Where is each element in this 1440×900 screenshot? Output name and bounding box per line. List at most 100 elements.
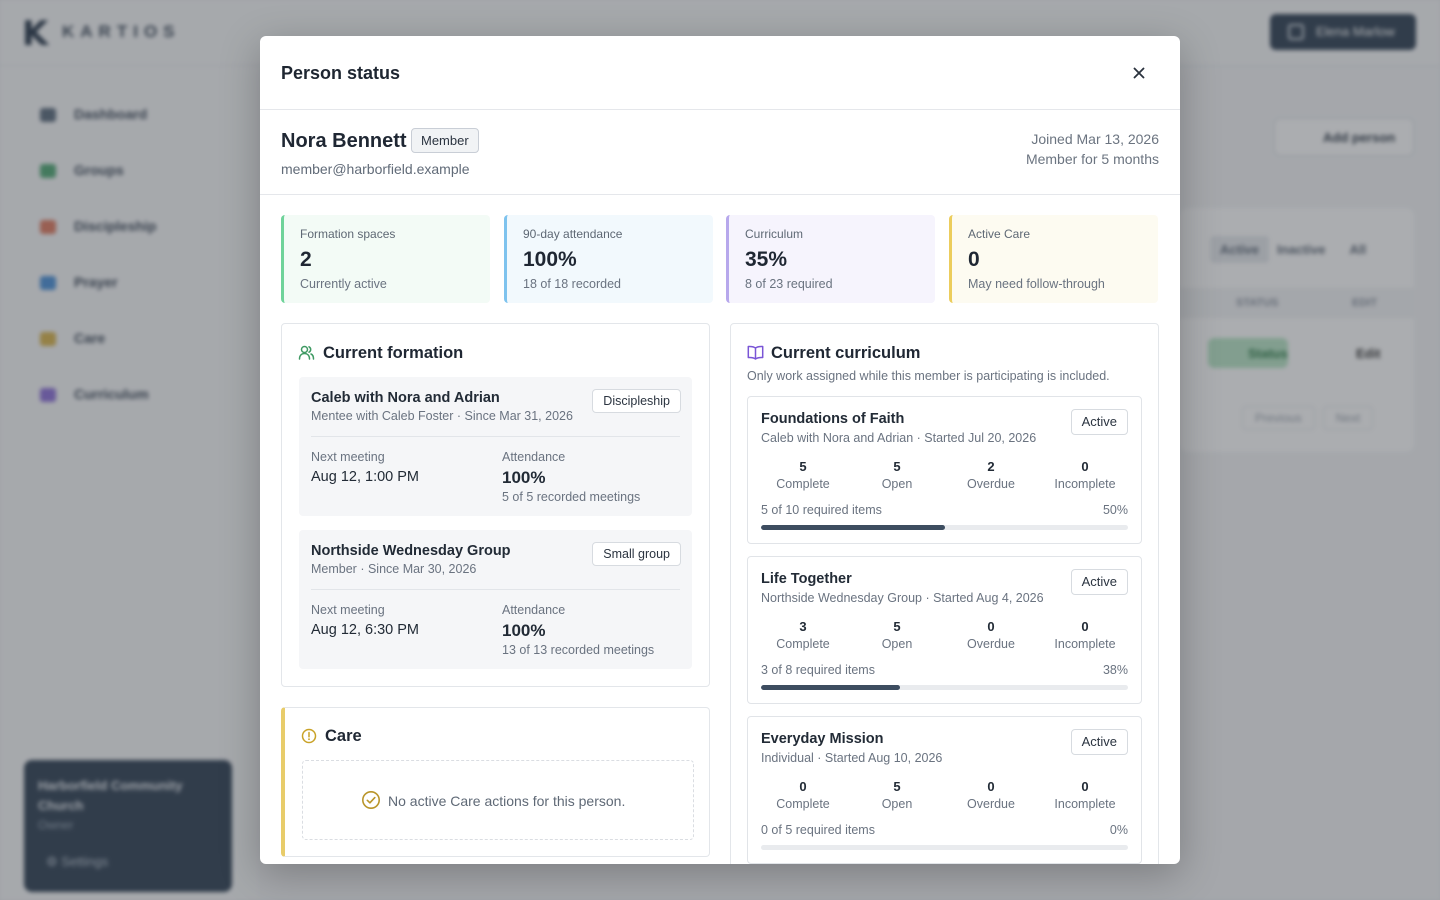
care-empty-message: No active Care actions for this person.	[388, 793, 626, 809]
curriculum-item: Life Together Northside Wednesday Group …	[747, 556, 1142, 704]
count-complete: 5 Complete	[756, 459, 850, 491]
tab-all[interactable]: All	[1349, 242, 1367, 257]
curriculum-subtitle: Individual · Started Aug 10, 2026	[761, 751, 943, 765]
curriculum-name: Foundations of Faith	[761, 411, 905, 427]
count-open: 5 Open	[850, 459, 944, 491]
care-icon	[40, 332, 56, 346]
count-overdue: 0 Overdue	[944, 619, 1038, 651]
next-meeting-label: Next meeting	[311, 603, 385, 617]
count-incomplete: 0 Incomplete	[1038, 619, 1132, 651]
progress-bar	[761, 525, 1128, 530]
required-items-text: 3 of 8 required items	[761, 663, 875, 677]
modal-title: Person status	[281, 63, 401, 83]
divider	[311, 589, 680, 590]
stat-subtext: Currently active	[300, 277, 387, 291]
count-complete: 3 Complete	[756, 619, 850, 651]
stat-subtext: May need follow-through	[968, 277, 1105, 291]
curriculum-item: Foundations of Faith Caleb with Nora and…	[747, 396, 1142, 544]
close-button[interactable]	[1126, 60, 1152, 86]
count-label: Incomplete	[1054, 637, 1116, 651]
org-card[interactable]: Harborfield Community Church Owner ⚙ Set…	[24, 760, 232, 892]
count-value: 5	[799, 459, 807, 474]
person-email: member@harborfield.example	[281, 161, 470, 177]
brand-name: KARTIOS	[62, 22, 181, 41]
previous-button[interactable]: Previous	[1242, 406, 1315, 430]
status-button[interactable]: Status	[1208, 338, 1288, 368]
sidebar-item-label: Curriculum	[74, 386, 149, 402]
count-label: Open	[881, 477, 913, 491]
stat-card-curriculum: Curriculum 35% 8 of 23 required	[726, 215, 935, 303]
curriculum-subtitle: Caleb with Nora and Adrian · Started Jul…	[761, 431, 1037, 445]
count-label: Complete	[776, 477, 830, 491]
stat-label: 90-day attendance	[523, 227, 623, 241]
user-icon	[1288, 24, 1304, 40]
count-label: Overdue	[967, 797, 1015, 811]
count-incomplete: 0 Incomplete	[1038, 779, 1132, 811]
divider	[311, 436, 680, 437]
progress-percent: 38%	[1102, 663, 1128, 677]
book-open-icon	[747, 345, 764, 360]
add-person-button[interactable]: Add person	[1274, 118, 1414, 156]
care-panel: Care No active Care actions for this per…	[281, 707, 710, 857]
person-summary: Nora Bennett Member member@harborfield.e…	[260, 110, 1180, 195]
edit-button[interactable]: Edit	[1326, 338, 1382, 368]
curriculum-status-tag: Active	[1070, 569, 1128, 595]
person-status-modal: Person status Nora Bennett Member member…	[260, 36, 1180, 864]
count-label: Complete	[776, 797, 830, 811]
panel-title: Current formation	[323, 344, 464, 362]
curriculum-name: Everyday Mission	[761, 731, 884, 747]
panel-title: Care	[325, 727, 362, 745]
formation-name: Caleb with Nora and Adrian	[311, 390, 500, 406]
sidebar-item-label: Care	[74, 330, 106, 346]
filter-tabs: Active Inactive All	[1210, 236, 1390, 263]
progress-bar	[761, 685, 1128, 690]
count-value: 5	[893, 459, 901, 474]
user-name: Elena Marlow	[1316, 24, 1395, 39]
current-formation-panel: Current formation Caleb with Nora and Ad…	[281, 323, 710, 687]
formation-item: Northside Wednesday Group Member · Since…	[299, 530, 692, 669]
required-items-text: 0 of 5 required items	[761, 823, 875, 837]
stat-label: Active Care	[968, 227, 1031, 241]
count-label: Incomplete	[1054, 477, 1116, 491]
groups-icon	[40, 164, 56, 178]
curriculum-name: Life Together	[761, 571, 852, 587]
membership-info: Joined Mar 13, 2026 Member for 5 months	[1026, 129, 1159, 169]
attendance-value: 100%	[502, 468, 546, 487]
count-value: 3	[799, 619, 807, 634]
curriculum-status-tag: Active	[1070, 409, 1128, 435]
settings-link[interactable]: ⚙ Settings	[46, 854, 109, 869]
count-value: 0	[1081, 459, 1089, 474]
modal-header: Person status	[260, 36, 1180, 110]
tab-active[interactable]: Active	[1210, 236, 1270, 263]
count-value: 0	[987, 779, 995, 794]
attendance-label: Attendance	[502, 603, 566, 617]
stat-card-active-care: Active Care 0 May need follow-through	[949, 215, 1158, 303]
tab-inactive[interactable]: Inactive	[1277, 242, 1326, 257]
edit-button-label: Edit	[1356, 346, 1381, 361]
required-items-text: 5 of 10 required items	[761, 503, 882, 517]
next-button[interactable]: Next	[1322, 406, 1374, 430]
count-value: 0	[1081, 779, 1089, 794]
stat-value: 0	[968, 248, 980, 271]
curriculum-subtitle: Northside Wednesday Group · Started Aug …	[761, 591, 1044, 605]
next-meeting-value: Aug 12, 1:00 PM	[311, 469, 420, 485]
logo-icon: K	[22, 14, 49, 54]
formation-subtitle: Mentee with Caleb Foster · Since Mar 31,…	[311, 409, 573, 423]
count-overdue: 2 Overdue	[944, 459, 1038, 491]
care-empty-state: No active Care actions for this person.	[302, 760, 694, 840]
people-table-panel: Active Inactive All STATUS EDIT Status Edi…	[1180, 208, 1414, 452]
attendance-subtext: 13 of 13 recorded meetings	[502, 643, 655, 657]
progress-percent: 0%	[1109, 823, 1128, 837]
count-value: 0	[799, 779, 807, 794]
count-incomplete: 0 Incomplete	[1038, 459, 1132, 491]
column-header-status: STATUS	[1236, 297, 1279, 309]
count-complete: 0 Complete	[756, 779, 850, 811]
user-menu-button[interactable]: Elena Marlow	[1270, 14, 1416, 50]
dashboard-icon	[40, 108, 56, 122]
status-button-label: Status	[1248, 346, 1288, 361]
settings-label: Settings	[61, 854, 109, 869]
count-overdue: 0 Overdue	[944, 779, 1038, 811]
membership-tenure: Member for 5 months	[1025, 151, 1159, 167]
curriculum-item: Everyday Mission Individual · Started Au…	[747, 716, 1142, 864]
prayer-icon	[40, 276, 56, 290]
